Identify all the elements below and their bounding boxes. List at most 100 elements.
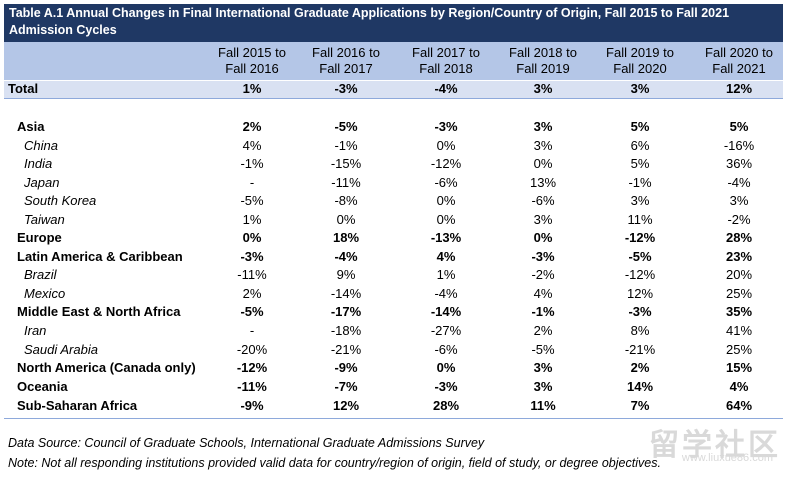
cell-value: 28% bbox=[725, 230, 753, 245]
total-value: 12% bbox=[725, 81, 753, 96]
column-header-line: Fall 2018 to bbox=[509, 45, 577, 60]
region-row: Oceania -11% -7% -3% 3% 14% 4% bbox=[4, 378, 783, 396]
row-label: Latin America & Caribbean bbox=[17, 249, 183, 264]
cell-value: 12% bbox=[332, 398, 360, 413]
country-row: Taiwan 1% 0% 0% 3% 11% -2% bbox=[4, 211, 783, 229]
row-label: Middle East & North Africa bbox=[17, 304, 181, 319]
cell-value: -9% bbox=[334, 360, 358, 375]
cell-value: 4% bbox=[242, 138, 262, 153]
row-label: Brazil bbox=[24, 267, 57, 282]
cell-value: 4% bbox=[436, 249, 456, 264]
country-row: China 4% -1% 0% 3% 6% -16% bbox=[4, 137, 783, 155]
cell-value: 3% bbox=[533, 119, 553, 134]
column-header: Fall 2020 to Fall 2021 bbox=[689, 45, 789, 77]
cell-value: -3% bbox=[531, 249, 555, 264]
cell-value: 11% bbox=[530, 398, 556, 413]
watermark-url: www.liuxue86.com bbox=[681, 452, 773, 464]
cell-value: 2% bbox=[242, 119, 262, 134]
total-value: -3% bbox=[334, 81, 358, 96]
row-label: India bbox=[24, 156, 53, 171]
cell-value: -13% bbox=[430, 230, 462, 245]
cell-value: 25% bbox=[725, 342, 753, 357]
cell-value: -4% bbox=[334, 249, 358, 264]
row-label: Iran bbox=[24, 323, 47, 338]
cell-value: 0% bbox=[533, 156, 553, 171]
region-row: North America (Canada only) -12% -9% 0% 3% 2%… bbox=[4, 359, 783, 377]
row-label: Japan bbox=[24, 175, 60, 190]
cell-value: 6% bbox=[630, 138, 650, 153]
cell-value: 0% bbox=[242, 230, 262, 245]
cell-value: -27% bbox=[430, 323, 462, 338]
row-label: South Korea bbox=[24, 193, 97, 208]
cell-value: 3% bbox=[729, 193, 749, 208]
country-row: India -1% -15% -12% 0% 5% 36% bbox=[4, 155, 783, 173]
cell-value: -2% bbox=[531, 267, 555, 282]
column-header-line: Fall 2017 bbox=[319, 61, 373, 76]
total-value: -4% bbox=[434, 81, 458, 96]
cell-value: -11% bbox=[237, 267, 267, 282]
cell-value: -7% bbox=[334, 379, 358, 394]
column-header-line: Fall 2020 to bbox=[705, 45, 773, 60]
column-header-line: Fall 2016 bbox=[225, 61, 279, 76]
country-row: Brazil -11% 9% 1% -2% -12% 20% bbox=[4, 266, 783, 284]
row-label: Taiwan bbox=[24, 212, 65, 227]
cell-value: -12% bbox=[624, 267, 656, 282]
cell-value: 36% bbox=[725, 156, 753, 171]
cell-value: 0% bbox=[533, 230, 553, 245]
cell-value: -11% bbox=[237, 379, 267, 394]
column-header-line: Fall 2018 bbox=[419, 61, 473, 76]
row-label: Saudi Arabia bbox=[24, 342, 98, 357]
country-row: Japan - -11% -6% 13% -1% -4% bbox=[4, 174, 783, 192]
row-label: Asia bbox=[17, 119, 45, 134]
cell-value: 28% bbox=[432, 398, 460, 413]
column-header-line: Fall 2017 to bbox=[412, 45, 480, 60]
cell-value: - bbox=[249, 175, 255, 190]
cell-value: 20% bbox=[725, 267, 753, 282]
cell-value: 5% bbox=[630, 156, 650, 171]
cell-value: 2% bbox=[533, 323, 553, 338]
column-header: Fall 2015 to Fall 2016 bbox=[202, 45, 302, 77]
cell-value: 0% bbox=[436, 193, 456, 208]
row-label: Mexico bbox=[24, 286, 66, 301]
region-row: Latin America & Caribbean -3% -4% 4% -3% -5% 2… bbox=[4, 248, 783, 266]
cell-value: -1% bbox=[240, 156, 264, 171]
cell-value: 1% bbox=[436, 267, 456, 282]
cell-value: -12% bbox=[624, 230, 656, 245]
cell-value: 0% bbox=[436, 138, 456, 153]
region-row: Sub-Saharan Africa -9% 12% 28% 11% 7% 64% bbox=[4, 397, 783, 415]
cell-value: -5% bbox=[240, 193, 264, 208]
region-row: Middle East & North Africa -5% -17% -14% -1%… bbox=[4, 303, 783, 321]
cell-value: 0% bbox=[336, 212, 356, 227]
cell-value: 0% bbox=[436, 212, 456, 227]
total-value: 3% bbox=[630, 81, 650, 96]
cell-value: 35% bbox=[725, 304, 753, 319]
data-source-note: Data Source: Council of Graduate Schools… bbox=[8, 436, 485, 450]
cell-value: 18% bbox=[332, 230, 360, 245]
column-header-line: Fall 2019 bbox=[516, 61, 570, 76]
country-row: Iran - -18% -27% 2% 8% 41% bbox=[4, 322, 783, 340]
cell-value: 11% bbox=[627, 212, 653, 227]
column-header-line: Fall 2020 bbox=[613, 61, 667, 76]
cell-value: -14% bbox=[430, 304, 462, 319]
cell-value: -5% bbox=[334, 119, 358, 134]
cell-value: -11% bbox=[331, 175, 361, 190]
cell-value: 12% bbox=[626, 286, 654, 301]
country-row: Saudi Arabia -20% -21% -6% -5% -21% 25% bbox=[4, 341, 783, 359]
cell-value: 1% bbox=[242, 212, 262, 227]
cell-value: 3% bbox=[630, 193, 650, 208]
cell-value: 3% bbox=[533, 138, 553, 153]
cell-value: - bbox=[249, 323, 255, 338]
cell-value: 25% bbox=[725, 286, 753, 301]
cell-value: 5% bbox=[729, 119, 749, 134]
cell-value: 4% bbox=[729, 379, 749, 394]
cell-value: -16% bbox=[723, 138, 755, 153]
cell-value: -15% bbox=[330, 156, 362, 171]
watermark-logo: 留学社区 bbox=[649, 429, 781, 462]
row-label: Oceania bbox=[17, 379, 68, 394]
cell-value: 0% bbox=[436, 360, 456, 375]
row-label: China bbox=[24, 138, 58, 153]
column-header-row: Fall 2015 to Fall 2016 Fall 2016 to Fall 20… bbox=[4, 42, 783, 80]
column-header: Fall 2019 to Fall 2020 bbox=[590, 45, 690, 77]
column-header-line: Fall 2015 to bbox=[218, 45, 286, 60]
row-label: Sub-Saharan Africa bbox=[17, 398, 138, 413]
